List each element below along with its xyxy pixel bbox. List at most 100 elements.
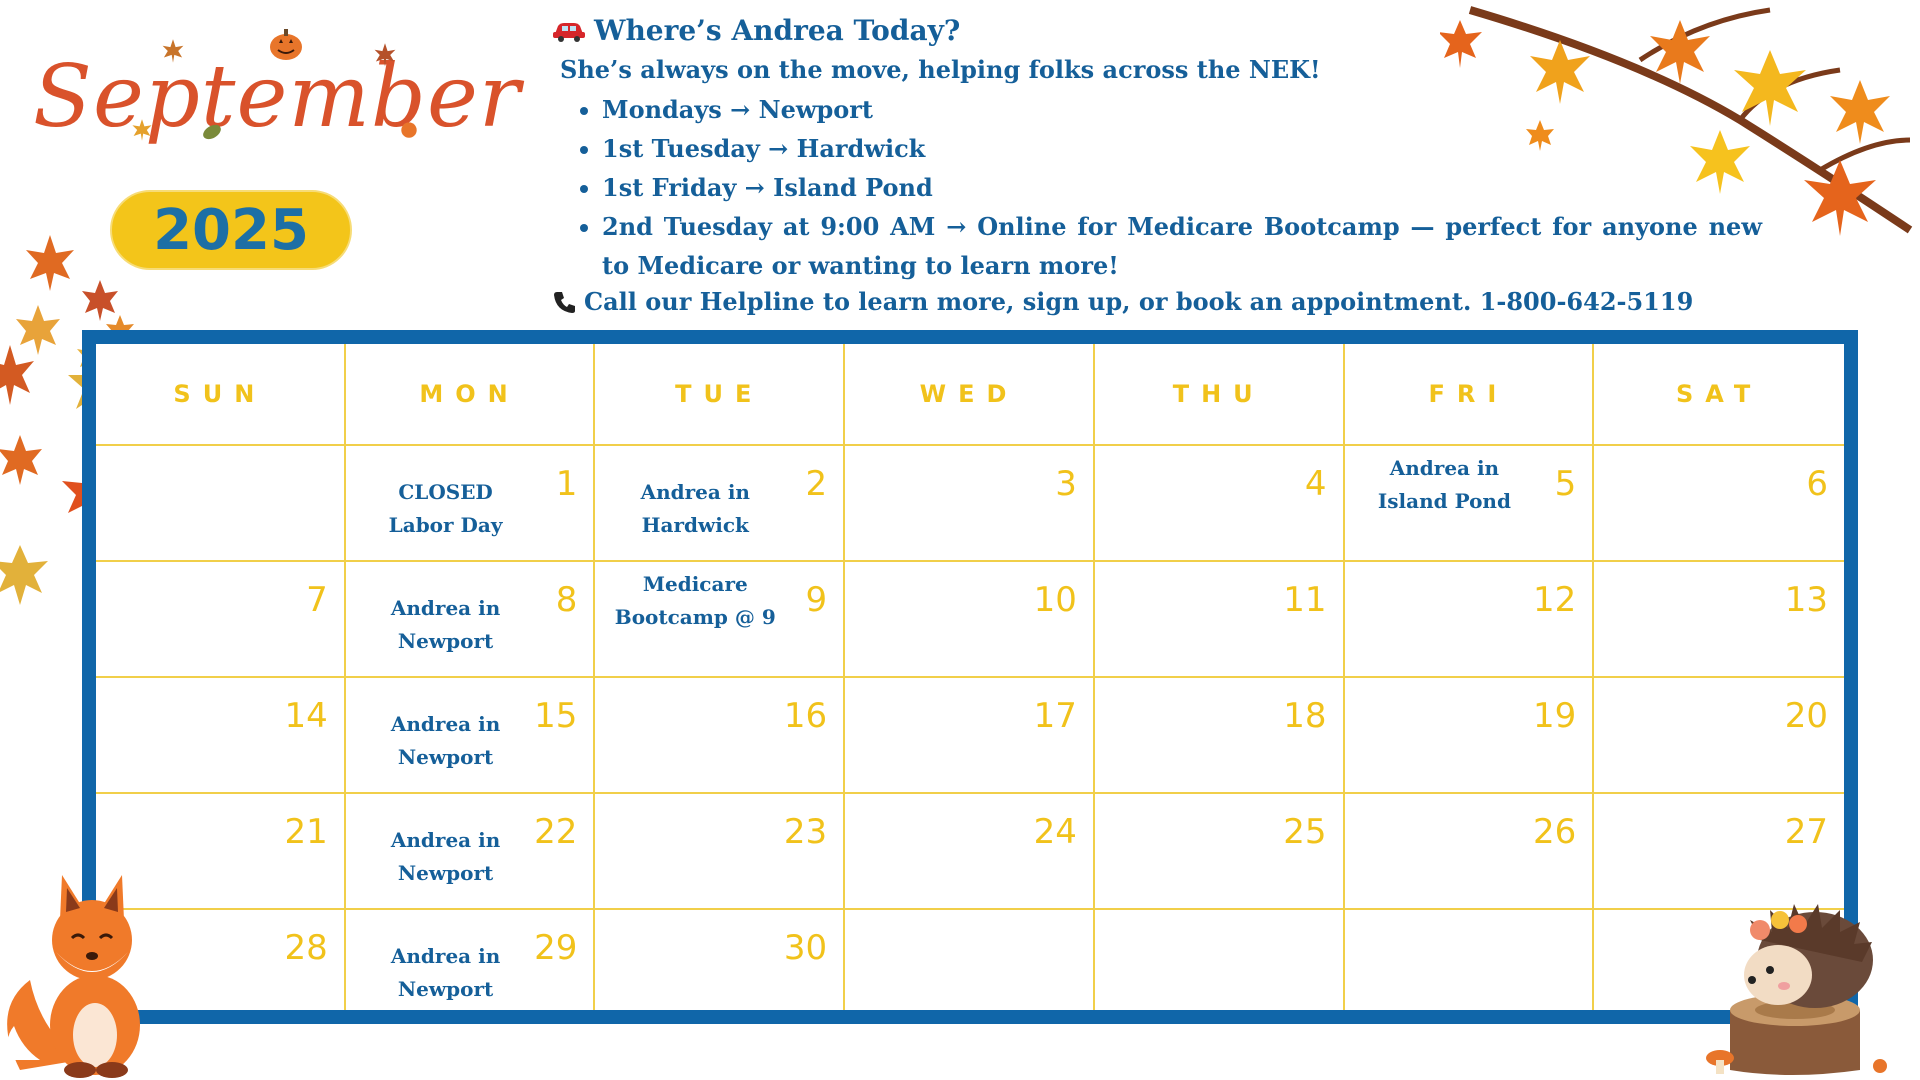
maple-leaf-icon: [374, 43, 396, 67]
day-cell: [96, 446, 346, 562]
day-event: CLOSED Labor Day: [388, 480, 503, 537]
day-cell: 17: [845, 678, 1095, 794]
schedule-item: 1st Tuesday → Hardwick: [602, 129, 1752, 168]
day-number: 13: [1784, 580, 1828, 620]
day-event: Andrea in Newport: [390, 596, 501, 653]
car-icon: [553, 22, 585, 42]
day-number: 26: [1533, 812, 1577, 852]
month-title: September: [33, 47, 521, 147]
weekday-header-mon: MON: [345, 344, 596, 446]
day-event: Andrea in Newport: [390, 944, 501, 1001]
day-cell: 25: [1094, 794, 1345, 910]
day-number: 12: [1533, 580, 1577, 620]
day-event: Andrea in Newport: [390, 828, 501, 885]
fox-illustration: [7, 875, 140, 1078]
day-cell: 22 Andrea in Newport: [345, 794, 596, 910]
calendar-grid: SUN MON TUE WED THU FRI SAT 1 CLOSED Labor Day 2 A…: [96, 344, 1844, 1010]
day-number: 5: [1554, 464, 1577, 504]
weekday-header-sun: SUN: [96, 344, 346, 446]
day-number: 23: [783, 812, 828, 852]
schedule-item: 2nd Tuesday at 9:00 AM → Online for Medi…: [602, 207, 1762, 285]
day-cell: [1095, 910, 1345, 1010]
maple-leaf-icon: [132, 119, 152, 141]
day-cell: [1345, 910, 1595, 1010]
day-cell: 9 Medicare Bootcamp @ 9: [595, 562, 846, 678]
info-heading: Where’s Andrea Today?: [552, 14, 1752, 47]
maple-leaf-icon: [162, 39, 184, 63]
day-number: 27: [1784, 812, 1828, 852]
day-cell: 19: [1344, 678, 1595, 794]
weekday-header-wed: WED: [845, 344, 1095, 446]
day-number: 1: [555, 464, 578, 504]
day-cell: 16: [595, 678, 846, 794]
day-cell: 18: [1094, 678, 1345, 794]
info-panel: Where’s Andrea Today? She’s always on th…: [552, 14, 1762, 316]
weekday-header-thu: THU: [1094, 344, 1345, 446]
day-number: 25: [1283, 812, 1327, 852]
day-event: Andrea in Island Pond: [1377, 456, 1511, 513]
day-number: 15: [534, 696, 578, 736]
day-number: 18: [1283, 696, 1327, 736]
day-number: 19: [1533, 696, 1577, 736]
day-number: 16: [783, 696, 828, 736]
day-cell: 14: [96, 678, 346, 794]
day-cell: 26: [1344, 794, 1595, 910]
day-cell: 11: [1094, 562, 1345, 678]
day-number: 30: [783, 928, 828, 968]
day-number: 2: [805, 464, 828, 504]
day-cell: 2 Andrea in Hardwick: [595, 446, 846, 562]
info-subheading: She’s always on the move, helping folks …: [560, 55, 1321, 84]
day-cell: 7: [96, 562, 346, 678]
day-cell: 4: [1094, 446, 1345, 562]
day-number: 9: [805, 580, 828, 620]
day-number: 8: [555, 580, 578, 620]
day-cell: 21: [96, 794, 346, 910]
day-cell: 30: [595, 910, 846, 1010]
year-text: 2025: [153, 197, 309, 263]
day-number: 3: [1055, 464, 1077, 504]
day-number: 4: [1304, 464, 1327, 504]
day-cell: 23: [595, 794, 846, 910]
day-cell: 10: [845, 562, 1095, 678]
day-number: 6: [1806, 464, 1828, 504]
day-number: 17: [1033, 696, 1077, 736]
hedgehog-illustration: [1706, 904, 1887, 1075]
day-cell: 3: [845, 446, 1095, 562]
schedule-list: Mondays → Newport 1st Tuesday → Hardwick…: [552, 90, 1762, 285]
year-badge: 2025: [110, 190, 352, 270]
phone-icon: [554, 291, 575, 313]
weekday-header-fri: FRI: [1344, 344, 1595, 446]
schedule-item: 1st Friday → Island Pond: [602, 168, 1752, 207]
day-cell: 1 CLOSED Labor Day: [345, 446, 596, 562]
day-cell: [845, 910, 1095, 1010]
weekday-header-sat: SAT: [1594, 344, 1844, 446]
day-event: Medicare Bootcamp @ 9: [614, 572, 776, 629]
day-cell: 24: [845, 794, 1095, 910]
maple-leaf-icon: [203, 124, 221, 140]
day-number: 11: [1283, 580, 1327, 620]
day-number: 24: [1033, 812, 1077, 852]
day-cell: 20: [1594, 678, 1844, 794]
day-number: 22: [534, 812, 578, 852]
weekday-header-tue: TUE: [595, 344, 846, 446]
maple-leaf-icon: [401, 122, 417, 138]
day-cell: 29 Andrea in Newport: [346, 910, 596, 1010]
day-cell: 8 Andrea in Newport: [345, 562, 596, 678]
day-cell: 15 Andrea in Newport: [345, 678, 596, 794]
day-number: 21: [284, 812, 328, 852]
day-event: Andrea in Hardwick: [640, 480, 750, 537]
day-number: 7: [306, 580, 328, 620]
day-number: 28: [284, 928, 328, 968]
day-cell: 6: [1594, 446, 1844, 562]
day-number: 29: [534, 928, 578, 968]
day-cell: 27: [1594, 794, 1844, 910]
helpline-call: Call our Helpline to learn more, sign up…: [552, 287, 1752, 316]
day-number: 14: [284, 696, 328, 736]
pumpkin-icon: [270, 29, 302, 60]
schedule-item: Mondays → Newport: [602, 90, 1752, 129]
day-cell: 13: [1594, 562, 1844, 678]
helpline-text: Call our Helpline to learn more, sign up…: [584, 287, 1694, 316]
day-cell: 5 Andrea in Island Pond: [1344, 446, 1595, 562]
day-number: 20: [1784, 696, 1828, 736]
day-cell: 28: [96, 910, 346, 1010]
